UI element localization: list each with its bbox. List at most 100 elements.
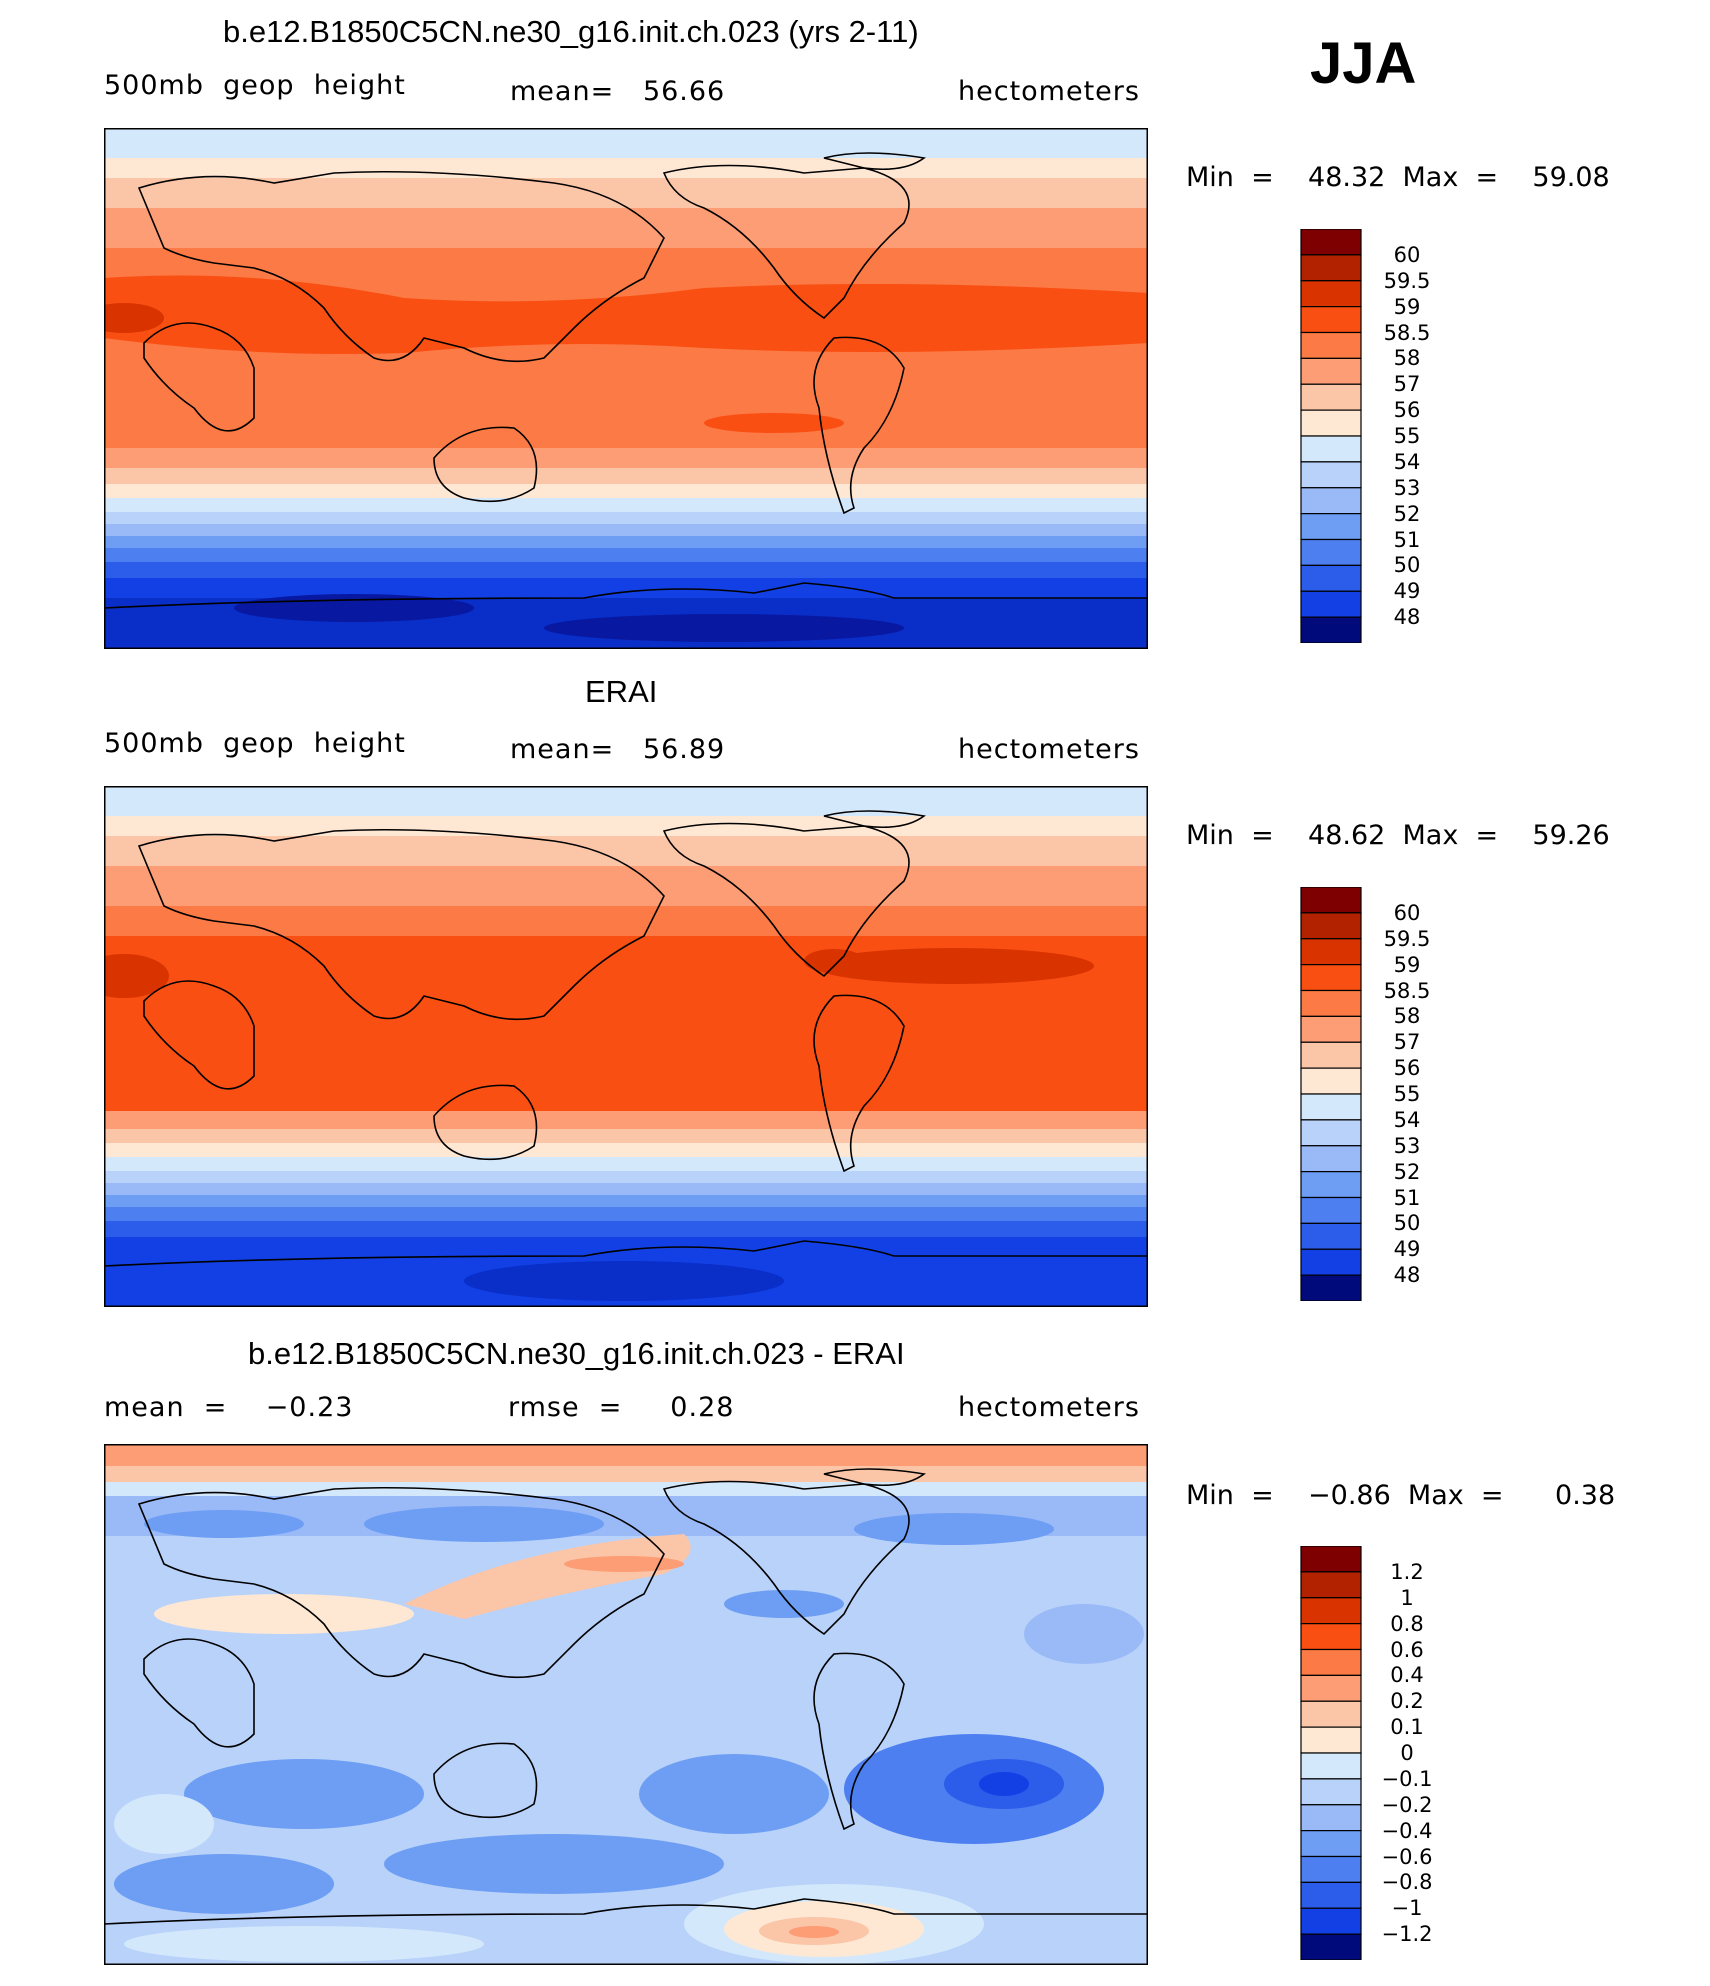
colorbar-tick-label: 58 — [1393, 346, 1421, 371]
colorbar-tick-label: 48 — [1393, 605, 1421, 630]
panel3-map — [104, 1444, 1148, 1965]
colorbar-tick-label: 1.2 — [1390, 1559, 1424, 1584]
panel3-units-label: hectometers — [958, 1392, 1140, 1423]
panel2-variable-label: 500mb geop height — [104, 728, 406, 759]
colorbar-tick-label: 51 — [1393, 1185, 1421, 1210]
colorbar-tick-label: 60 — [1393, 900, 1421, 925]
colorbar-tick-label: 49 — [1393, 579, 1421, 604]
colorbar-tick-label: −0.2 — [1381, 1792, 1433, 1817]
colorbar-box — [1300, 1855, 1362, 1883]
colorbar-box — [1300, 280, 1362, 308]
colorbar-box — [1300, 1571, 1362, 1599]
colorbar-box — [1300, 1093, 1362, 1121]
colorbar-tick-label: 54 — [1393, 449, 1421, 474]
panel3-minmax: Min = −0.86 Max = 0.38 — [1186, 1480, 1616, 1511]
colorbar-tick-label: 50 — [1393, 553, 1421, 578]
panel1-minmax: Min = 48.32 Max = 59.08 — [1186, 162, 1610, 193]
colorbar-tick-label: 54 — [1393, 1107, 1421, 1132]
colorbar-box — [1300, 1648, 1362, 1676]
panel2-colorbar — [1300, 887, 1362, 1301]
colorbar-box — [1300, 564, 1362, 592]
colorbar-box — [1300, 964, 1362, 992]
colorbar-tick-label: 55 — [1393, 1082, 1421, 1106]
colorbar-tick-label: 59.5 — [1383, 268, 1431, 293]
colorbar-tick-label: 57 — [1393, 1030, 1421, 1055]
panel1-variable-label: 500mb geop height — [104, 70, 406, 101]
colorbar-box — [1300, 1752, 1362, 1780]
colorbar-box — [1300, 461, 1362, 489]
panel2-units-label: hectometers — [958, 734, 1140, 765]
colorbar-box — [1300, 409, 1362, 437]
colorbar-tick-label: 56 — [1393, 1056, 1421, 1081]
panel2-mean-label: mean= 56.89 — [510, 734, 726, 765]
panel3-title: b.e12.B1850C5CN.ne30_g16.init.ch.023 - E… — [248, 1336, 905, 1371]
colorbar-box — [1300, 989, 1362, 1017]
colorbar-tick-label: −0.1 — [1381, 1766, 1433, 1791]
colorbar-box — [1300, 1248, 1362, 1276]
colorbar-tick-label: 0.2 — [1390, 1689, 1424, 1714]
colorbar-tick-label: 58.5 — [1383, 978, 1431, 1003]
colorbar-tick-label: 0.6 — [1390, 1637, 1424, 1662]
colorbar-tick-label: 52 — [1393, 1159, 1421, 1184]
colorbar-tick-label: 49 — [1393, 1237, 1421, 1262]
colorbar-box — [1300, 487, 1362, 515]
colorbar-tick-label: 50 — [1393, 1211, 1421, 1236]
colorbar-box — [1300, 1700, 1362, 1728]
panel3-colorbar — [1300, 1546, 1362, 1960]
panel1-title: b.e12.B1850C5CN.ne30_g16.init.ch.023 (yr… — [223, 14, 919, 49]
colorbar-box — [1300, 616, 1362, 643]
colorbar-tick-label: 58 — [1393, 1004, 1421, 1029]
panel1-map — [104, 128, 1148, 649]
colorbar-box — [1300, 1274, 1362, 1301]
colorbar-tick-label: 0.8 — [1390, 1611, 1424, 1636]
panel2-title: ERAI — [585, 674, 658, 709]
colorbar-box — [1300, 306, 1362, 334]
panel3-rmse-label: rmse = 0.28 — [508, 1392, 735, 1423]
colorbar-tick-label: −0.6 — [1381, 1844, 1433, 1869]
colorbar-box — [1300, 1015, 1362, 1043]
panel1-colorbar — [1300, 229, 1362, 643]
colorbar-box — [1300, 1830, 1362, 1858]
colorbar-box — [1300, 1674, 1362, 1702]
panel2-map — [104, 786, 1148, 1307]
colorbar-tick-label: −1 — [1391, 1896, 1423, 1921]
colorbar-box — [1300, 1171, 1362, 1199]
colorbar-tick-label: 53 — [1393, 1133, 1421, 1158]
colorbar-tick-label: 59.5 — [1383, 926, 1431, 951]
colorbar-tick-label: 52 — [1393, 501, 1421, 526]
colorbar-box — [1300, 254, 1362, 282]
panel3-mean-label: mean = −0.23 — [104, 1392, 354, 1423]
colorbar-box — [1300, 887, 1362, 914]
colorbar-box — [1300, 1881, 1362, 1909]
colorbar-tick-label: 0.4 — [1390, 1663, 1424, 1688]
colorbar-box — [1300, 1804, 1362, 1832]
colorbar-box — [1300, 1041, 1362, 1069]
colorbar-box — [1300, 912, 1362, 940]
colorbar-tick-label: 58.5 — [1383, 320, 1431, 345]
colorbar-box — [1300, 1623, 1362, 1651]
colorbar-tick-label: −0.8 — [1381, 1870, 1433, 1895]
colorbar-tick-label: 53 — [1393, 475, 1421, 500]
colorbar-box — [1300, 1546, 1362, 1573]
colorbar-box — [1300, 1119, 1362, 1147]
colorbar-tick-label: 59 — [1393, 294, 1421, 319]
panel1-mean-label: mean= 56.66 — [510, 76, 726, 107]
colorbar-tick-label: 56 — [1393, 398, 1421, 423]
colorbar-tick-label: 55 — [1393, 424, 1421, 448]
colorbar-box — [1300, 513, 1362, 541]
colorbar-box — [1300, 590, 1362, 618]
colorbar-box — [1300, 1067, 1362, 1095]
colorbar-tick-label: 0.1 — [1390, 1715, 1424, 1740]
colorbar-tick-label: −0.4 — [1381, 1818, 1433, 1843]
colorbar-box — [1300, 538, 1362, 566]
colorbar-box — [1300, 331, 1362, 359]
colorbar-tick-label: 1 — [1400, 1585, 1414, 1610]
colorbar-box — [1300, 435, 1362, 463]
colorbar-box — [1300, 1726, 1362, 1754]
colorbar-box — [1300, 229, 1362, 256]
colorbar-tick-label: −1.2 — [1381, 1922, 1433, 1947]
colorbar-box — [1300, 1196, 1362, 1224]
colorbar-box — [1300, 1597, 1362, 1625]
colorbar-box — [1300, 1907, 1362, 1935]
colorbar-tick-label: 59 — [1393, 952, 1421, 977]
